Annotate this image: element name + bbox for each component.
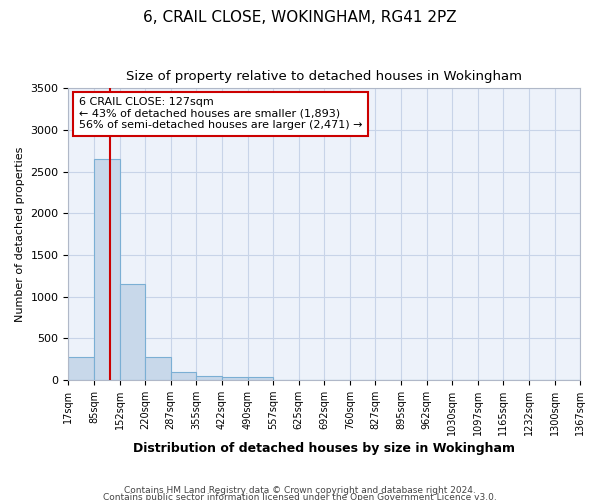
Text: 6, CRAIL CLOSE, WOKINGHAM, RG41 2PZ: 6, CRAIL CLOSE, WOKINGHAM, RG41 2PZ [143, 10, 457, 25]
Bar [119, 284, 145, 380]
Bar [196, 376, 222, 380]
Text: 6 CRAIL CLOSE: 127sqm
← 43% of detached houses are smaller (1,893)
56% of semi-d: 6 CRAIL CLOSE: 127sqm ← 43% of detached … [79, 97, 362, 130]
Bar [94, 159, 120, 380]
Bar [222, 377, 248, 380]
Title: Size of property relative to detached houses in Wokingham: Size of property relative to detached ho… [126, 70, 522, 83]
Text: Contains public sector information licensed under the Open Government Licence v3: Contains public sector information licen… [103, 494, 497, 500]
Text: Contains HM Land Registry data © Crown copyright and database right 2024.: Contains HM Land Registry data © Crown c… [124, 486, 476, 495]
Bar [248, 378, 274, 380]
Bar [145, 357, 171, 380]
X-axis label: Distribution of detached houses by size in Wokingham: Distribution of detached houses by size … [133, 442, 515, 455]
Y-axis label: Number of detached properties: Number of detached properties [15, 146, 25, 322]
Bar [171, 372, 196, 380]
Bar [68, 358, 94, 380]
